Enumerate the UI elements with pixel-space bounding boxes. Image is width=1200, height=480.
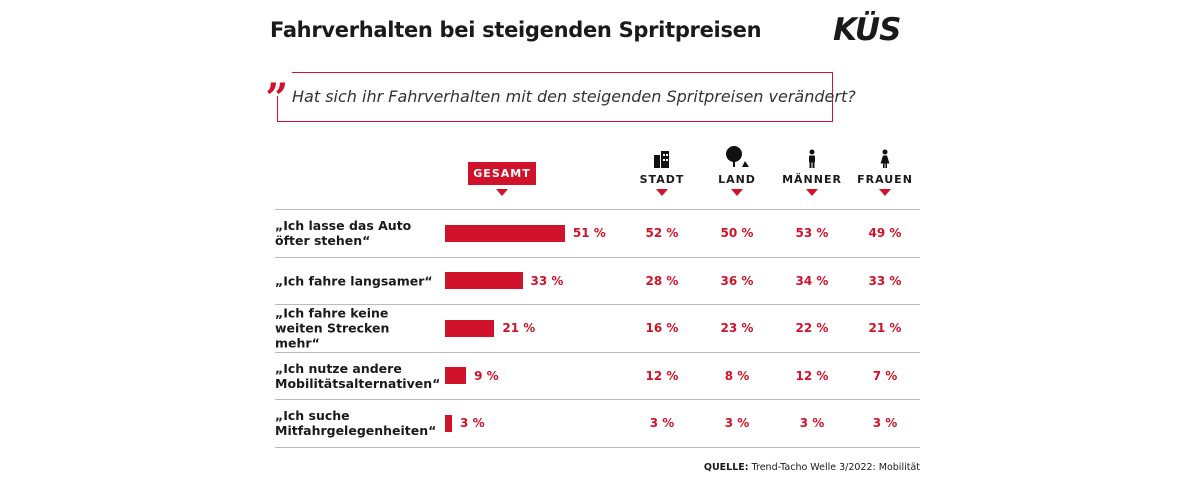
row-label: „Ich suche Mitfahrgelegenheiten“ [275, 408, 437, 438]
header-badge [468, 162, 536, 185]
value-label: 22 % [795, 321, 829, 335]
row-rule [275, 256, 920, 258]
value-label: 16 % [645, 321, 679, 335]
row-rule [275, 351, 920, 353]
header-arrow [731, 189, 743, 196]
header-arrow [806, 189, 818, 196]
series-name: GESAMT [473, 167, 531, 180]
value-label: 3 % [799, 416, 825, 430]
title: Fahrverhalten bei steigenden Spritpreise… [270, 18, 762, 42]
value-label: 51 % [572, 226, 606, 240]
value-label: 3 % [460, 416, 485, 430]
row-label: „Ich nutze andere Mobilitätsalternativen… [275, 360, 441, 391]
value-label: 12 % [795, 368, 829, 383]
series-name: FRAUEN [857, 173, 913, 186]
value-label: 36 % [720, 273, 754, 288]
value-label: 7 % [872, 368, 898, 383]
value-label: 23 % [720, 321, 754, 335]
value-label: 3 % [872, 416, 898, 430]
bar [445, 319, 495, 337]
bar [445, 272, 523, 289]
value-label: 50 % [720, 226, 754, 240]
series-name: MÄNNER [782, 173, 842, 186]
city-icon [654, 151, 669, 168]
tree-icon [726, 146, 749, 167]
source-text: Trend-Tacho Welle 3/2022: Mobilität [751, 462, 920, 473]
row-rule [275, 209, 920, 210]
value-label: 28 % [645, 273, 679, 288]
value-label: 34 % [795, 273, 829, 288]
woman-icon [880, 149, 890, 168]
row-rule [275, 304, 920, 305]
row-rule [275, 399, 920, 400]
row-label: „Ich fahre keine weiten Strecken mehr“ [275, 305, 390, 351]
value-label: 49 % [868, 226, 902, 240]
value-label: 21 % [868, 321, 902, 335]
question-box [277, 72, 833, 122]
value-label: 53 % [795, 226, 829, 240]
value-label: 33 % [530, 273, 564, 288]
header-arrow [656, 189, 668, 196]
bar [445, 414, 453, 432]
value-label: 8 % [724, 368, 750, 383]
series-name: STADT [639, 173, 685, 186]
value-label: 3 % [724, 416, 750, 430]
header-arrow [496, 189, 508, 196]
man-icon [809, 149, 815, 168]
logo: KÜS [833, 12, 901, 48]
question: Hat sich ihr Fahrverhalten mit den steig… [292, 87, 856, 106]
row-label: „Ich fahre langsamer“ [275, 273, 433, 288]
bar [445, 367, 467, 384]
quote-mark: „ [263, 56, 293, 96]
value-label: 9 % [474, 368, 499, 383]
row-label: „Ich lasse das Auto öfter stehen“ [275, 218, 412, 248]
value-label: 12 % [645, 368, 679, 383]
bar [445, 224, 565, 242]
value-label: 3 % [649, 416, 675, 430]
source-label: QUELLE: [703, 462, 749, 473]
header-arrow [879, 189, 891, 196]
series-name: LAND [718, 173, 756, 186]
row-rule [275, 446, 920, 448]
source: QUELLE: Trend-Tacho Welle 3/2022: Mobili… [704, 462, 920, 473]
value-label: 21 % [502, 321, 536, 335]
value-label: 52 % [645, 226, 679, 240]
value-label: 33 % [868, 273, 902, 288]
